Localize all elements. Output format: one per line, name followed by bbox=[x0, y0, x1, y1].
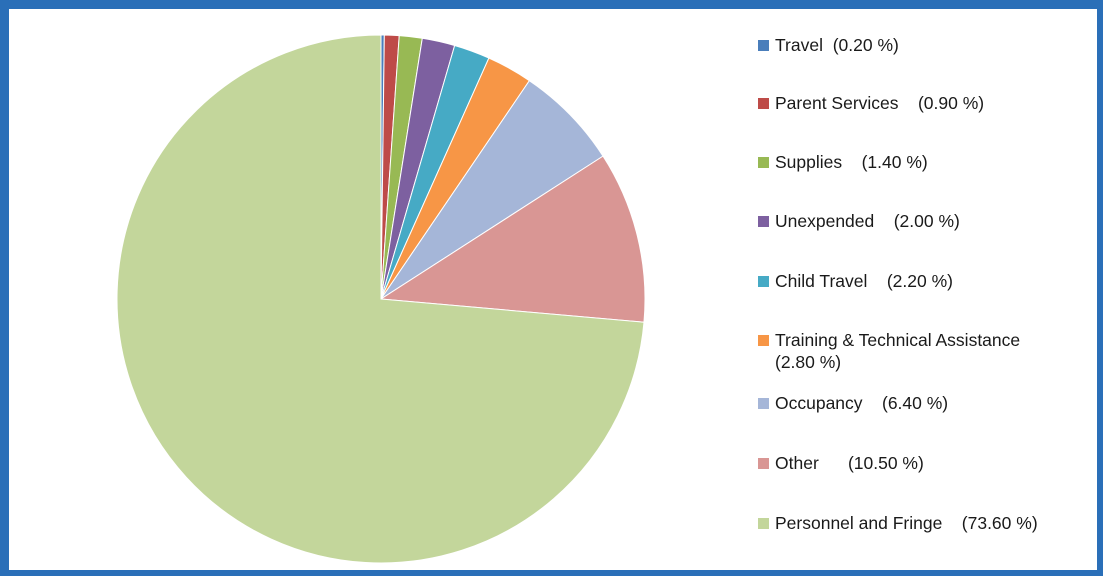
legend-swatch bbox=[758, 216, 769, 227]
legend-label: Travel (0.20 %) bbox=[775, 35, 899, 55]
legend-label: Occupancy (6.40 %) bbox=[775, 393, 949, 413]
legend-swatch bbox=[758, 157, 769, 168]
legend-item-other: Other (10.50 %) bbox=[758, 452, 1094, 474]
legend-item-parent-services: Parent Services (0.90 %) bbox=[758, 92, 1094, 114]
legend-label: Child Travel (2.20 %) bbox=[775, 271, 953, 291]
legend-item-child-travel: Child Travel (2.20 %) bbox=[758, 270, 1094, 292]
legend-swatch bbox=[758, 458, 769, 469]
legend-label: Other (10.50 %) bbox=[775, 453, 924, 473]
chart-area bbox=[6, 6, 1097, 570]
legend-item-travel: Travel (0.20 %) bbox=[758, 34, 1094, 56]
legend-label: Unexpended (2.00 %) bbox=[775, 211, 960, 231]
legend-swatch bbox=[758, 276, 769, 287]
legend-label: Supplies (1.40 %) bbox=[775, 152, 928, 172]
legend-item-unexpended: Unexpended (2.00 %) bbox=[758, 210, 1094, 232]
legend-swatch bbox=[758, 518, 769, 529]
legend-label: Personnel and Fringe (73.60 %) bbox=[775, 513, 1038, 533]
pie-slice-other bbox=[379, 155, 646, 323]
legend-item-occupancy: Occupancy (6.40 %) bbox=[758, 392, 1094, 414]
legend-label: Parent Services (0.90 %) bbox=[775, 93, 985, 113]
legend-swatch bbox=[758, 40, 769, 51]
legend-item-training-technical-assistance: Training & Technical Assistance (2.80 %) bbox=[758, 329, 1094, 373]
legend-swatch bbox=[758, 398, 769, 409]
pie-slice-personnel-and-fringe bbox=[116, 34, 645, 564]
legend-item-personnel-and-fringe: Personnel and Fringe (73.60 %) bbox=[758, 512, 1094, 534]
legend-label: Training & Technical Assistance (2.80 %) bbox=[775, 330, 1021, 372]
legend-swatch bbox=[758, 98, 769, 109]
legend-swatch bbox=[758, 335, 769, 346]
legend-item-supplies: Supplies (1.40 %) bbox=[758, 151, 1094, 173]
